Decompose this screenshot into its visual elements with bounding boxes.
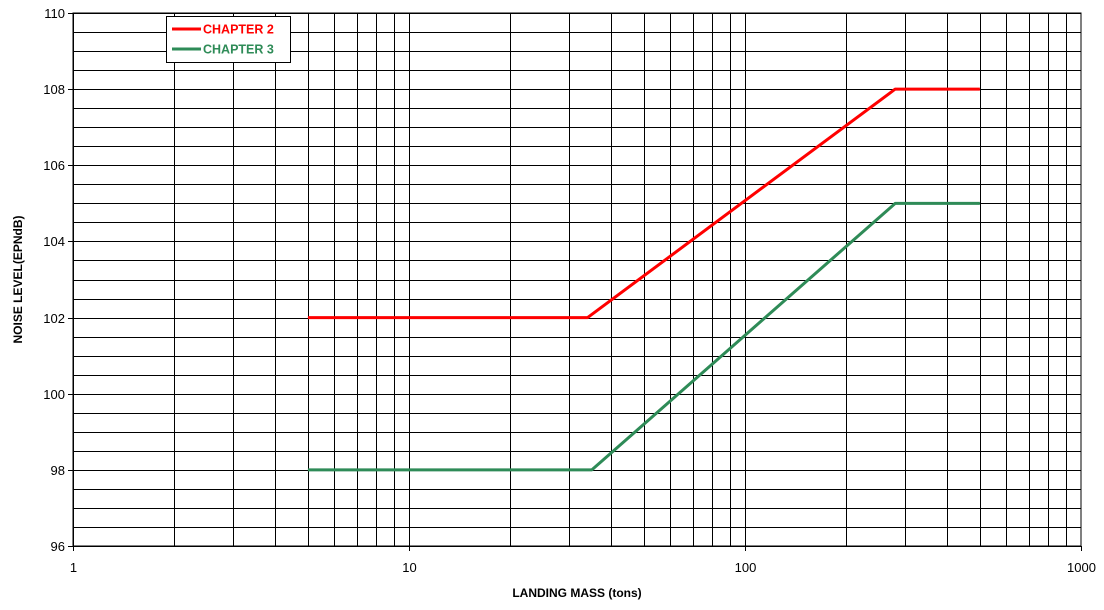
x-tick-labels: 1 10 100 1000	[70, 546, 1096, 575]
legend-box	[166, 16, 291, 63]
y-tick-labels: 96 98 100 102 104 106 108 110	[43, 6, 73, 554]
series-line-chapter-2	[307, 87, 980, 320]
y-axis-title: NOISE LEVEL(EPNdB)	[11, 215, 25, 343]
legend-label: CHAPTER 2	[203, 23, 274, 37]
x-tick-label: 10	[402, 560, 416, 575]
legend: CHAPTER 2 CHAPTER 3	[166, 16, 291, 63]
series-lines	[307, 87, 980, 472]
y-tick-label: 108	[43, 82, 65, 97]
series-line-chapter-3	[307, 201, 980, 472]
plot-area	[73, 13, 1081, 546]
y-tick-label: 98	[51, 463, 65, 478]
grid-lines	[73, 13, 1081, 547]
y-tick-label: 102	[43, 311, 65, 326]
x-axis-title: LANDING MASS (tons)	[512, 586, 641, 600]
y-tick-label: 96	[51, 539, 65, 554]
x-tick-label: 100	[735, 560, 757, 575]
y-tick-label: 106	[43, 158, 65, 173]
x-tick-label: 1000	[1067, 560, 1096, 575]
y-tick-label: 100	[43, 387, 65, 402]
legend-label: CHAPTER 3	[203, 43, 274, 57]
x-tick-label: 1	[70, 560, 77, 575]
plot-border	[72, 12, 1082, 547]
y-tick-label: 110	[44, 6, 65, 21]
y-tick-label: 104	[43, 234, 65, 249]
